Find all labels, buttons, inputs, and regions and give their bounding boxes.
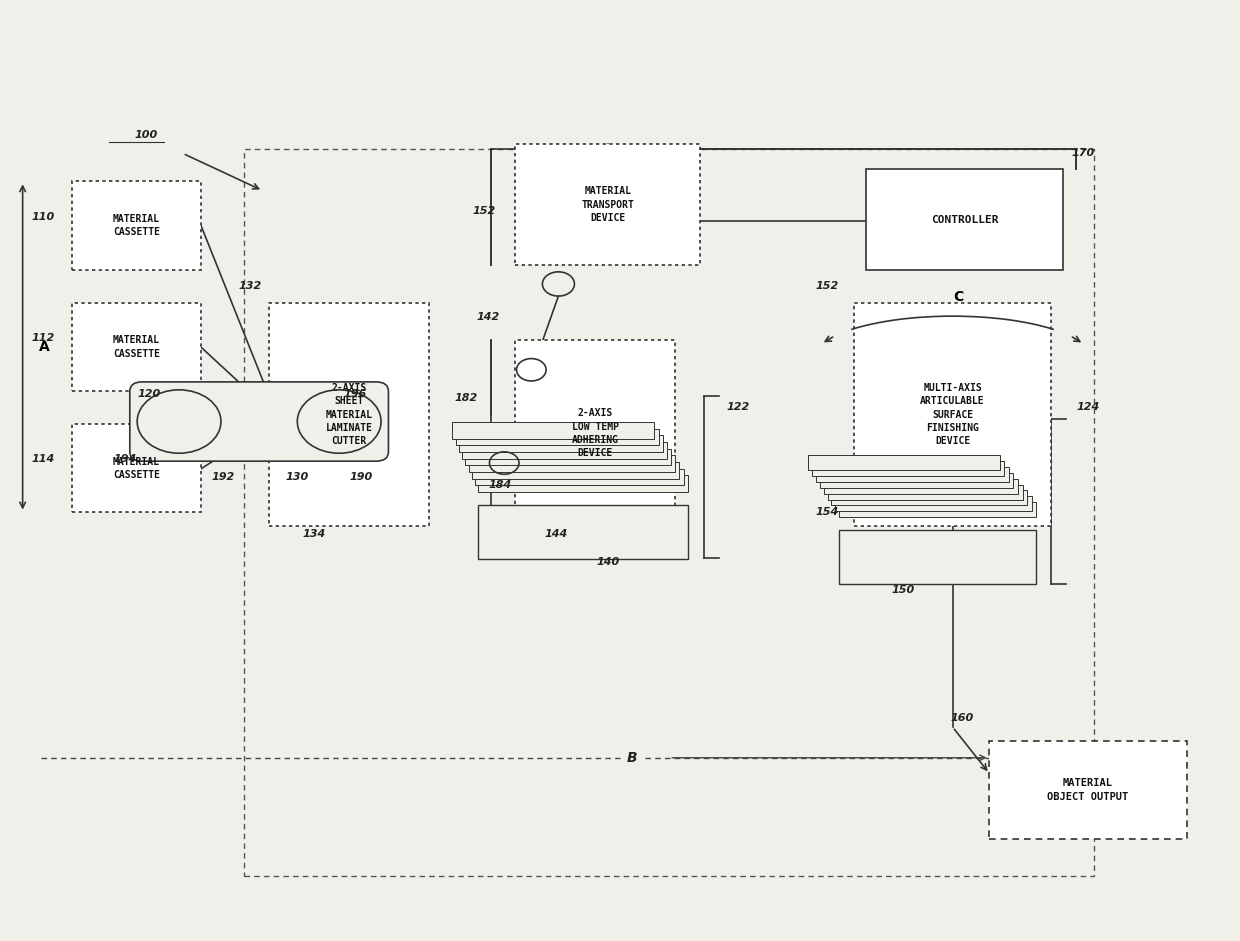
FancyBboxPatch shape	[469, 455, 676, 472]
Text: 152: 152	[815, 280, 838, 291]
FancyBboxPatch shape	[827, 485, 1023, 500]
Text: MATERIAL
OBJECT OUTPUT: MATERIAL OBJECT OUTPUT	[1048, 778, 1128, 802]
Text: 100: 100	[134, 130, 157, 140]
Text: 122: 122	[727, 402, 750, 412]
FancyBboxPatch shape	[479, 475, 688, 492]
FancyBboxPatch shape	[808, 455, 999, 470]
Text: 132: 132	[239, 280, 262, 291]
Text: 112: 112	[32, 333, 56, 343]
FancyBboxPatch shape	[990, 741, 1187, 839]
Text: 152: 152	[472, 206, 496, 216]
Text: 196: 196	[343, 389, 367, 399]
FancyBboxPatch shape	[812, 461, 1004, 476]
FancyBboxPatch shape	[820, 472, 1013, 487]
FancyBboxPatch shape	[463, 442, 667, 458]
Text: MATERIAL
TRANSPORT
DEVICE: MATERIAL TRANSPORT DEVICE	[582, 186, 634, 223]
FancyBboxPatch shape	[823, 479, 1018, 494]
Text: 190: 190	[350, 472, 373, 482]
FancyBboxPatch shape	[465, 449, 671, 466]
FancyBboxPatch shape	[456, 429, 658, 445]
FancyBboxPatch shape	[72, 423, 201, 513]
FancyBboxPatch shape	[816, 467, 1009, 482]
FancyBboxPatch shape	[516, 144, 701, 265]
Text: MATERIAL
CASSETTE: MATERIAL CASSETTE	[113, 335, 160, 359]
FancyBboxPatch shape	[472, 462, 680, 479]
FancyBboxPatch shape	[836, 496, 1032, 511]
Text: 154: 154	[815, 507, 838, 518]
Text: 2-AXIS
SHEET
MATERIAL
LAMINATE
CUTTER: 2-AXIS SHEET MATERIAL LAMINATE CUTTER	[326, 383, 372, 446]
Text: 134: 134	[303, 529, 326, 539]
FancyBboxPatch shape	[867, 169, 1064, 270]
Text: 120: 120	[138, 389, 161, 399]
FancyBboxPatch shape	[459, 436, 663, 452]
FancyBboxPatch shape	[269, 303, 429, 526]
Text: A: A	[38, 341, 50, 355]
Text: 150: 150	[892, 585, 915, 595]
FancyBboxPatch shape	[72, 303, 201, 391]
FancyBboxPatch shape	[475, 469, 683, 486]
Text: 114: 114	[32, 455, 56, 464]
Text: MULTI-AXIS
ARTICULABLE
SURFACE
FINISHING
DEVICE: MULTI-AXIS ARTICULABLE SURFACE FINISHING…	[920, 383, 985, 446]
Text: C: C	[954, 290, 963, 304]
Text: 160: 160	[951, 712, 975, 723]
FancyBboxPatch shape	[130, 382, 388, 461]
Text: 182: 182	[454, 392, 477, 403]
FancyBboxPatch shape	[854, 303, 1052, 526]
Text: 142: 142	[476, 311, 500, 322]
FancyBboxPatch shape	[832, 490, 1027, 505]
Text: CONTROLLER: CONTROLLER	[931, 215, 998, 225]
Text: B: B	[627, 751, 637, 765]
Text: 192: 192	[212, 472, 236, 482]
Text: 124: 124	[1076, 402, 1100, 412]
FancyBboxPatch shape	[516, 340, 676, 526]
FancyBboxPatch shape	[839, 502, 1037, 518]
Text: 130: 130	[285, 472, 309, 482]
Text: 110: 110	[32, 212, 56, 222]
Text: MATERIAL
CASSETTE: MATERIAL CASSETTE	[113, 214, 160, 237]
Text: 194: 194	[113, 455, 136, 464]
FancyBboxPatch shape	[453, 422, 655, 439]
Text: 184: 184	[489, 481, 512, 490]
Text: 2-AXIS
LOW TEMP
ADHERING
DEVICE: 2-AXIS LOW TEMP ADHERING DEVICE	[572, 408, 619, 458]
Text: 170: 170	[1071, 149, 1095, 158]
Text: MATERIAL
CASSETTE: MATERIAL CASSETTE	[113, 456, 160, 480]
Text: 144: 144	[544, 529, 568, 539]
FancyBboxPatch shape	[479, 505, 688, 559]
Text: 140: 140	[596, 557, 619, 566]
FancyBboxPatch shape	[839, 530, 1037, 584]
FancyBboxPatch shape	[72, 182, 201, 270]
